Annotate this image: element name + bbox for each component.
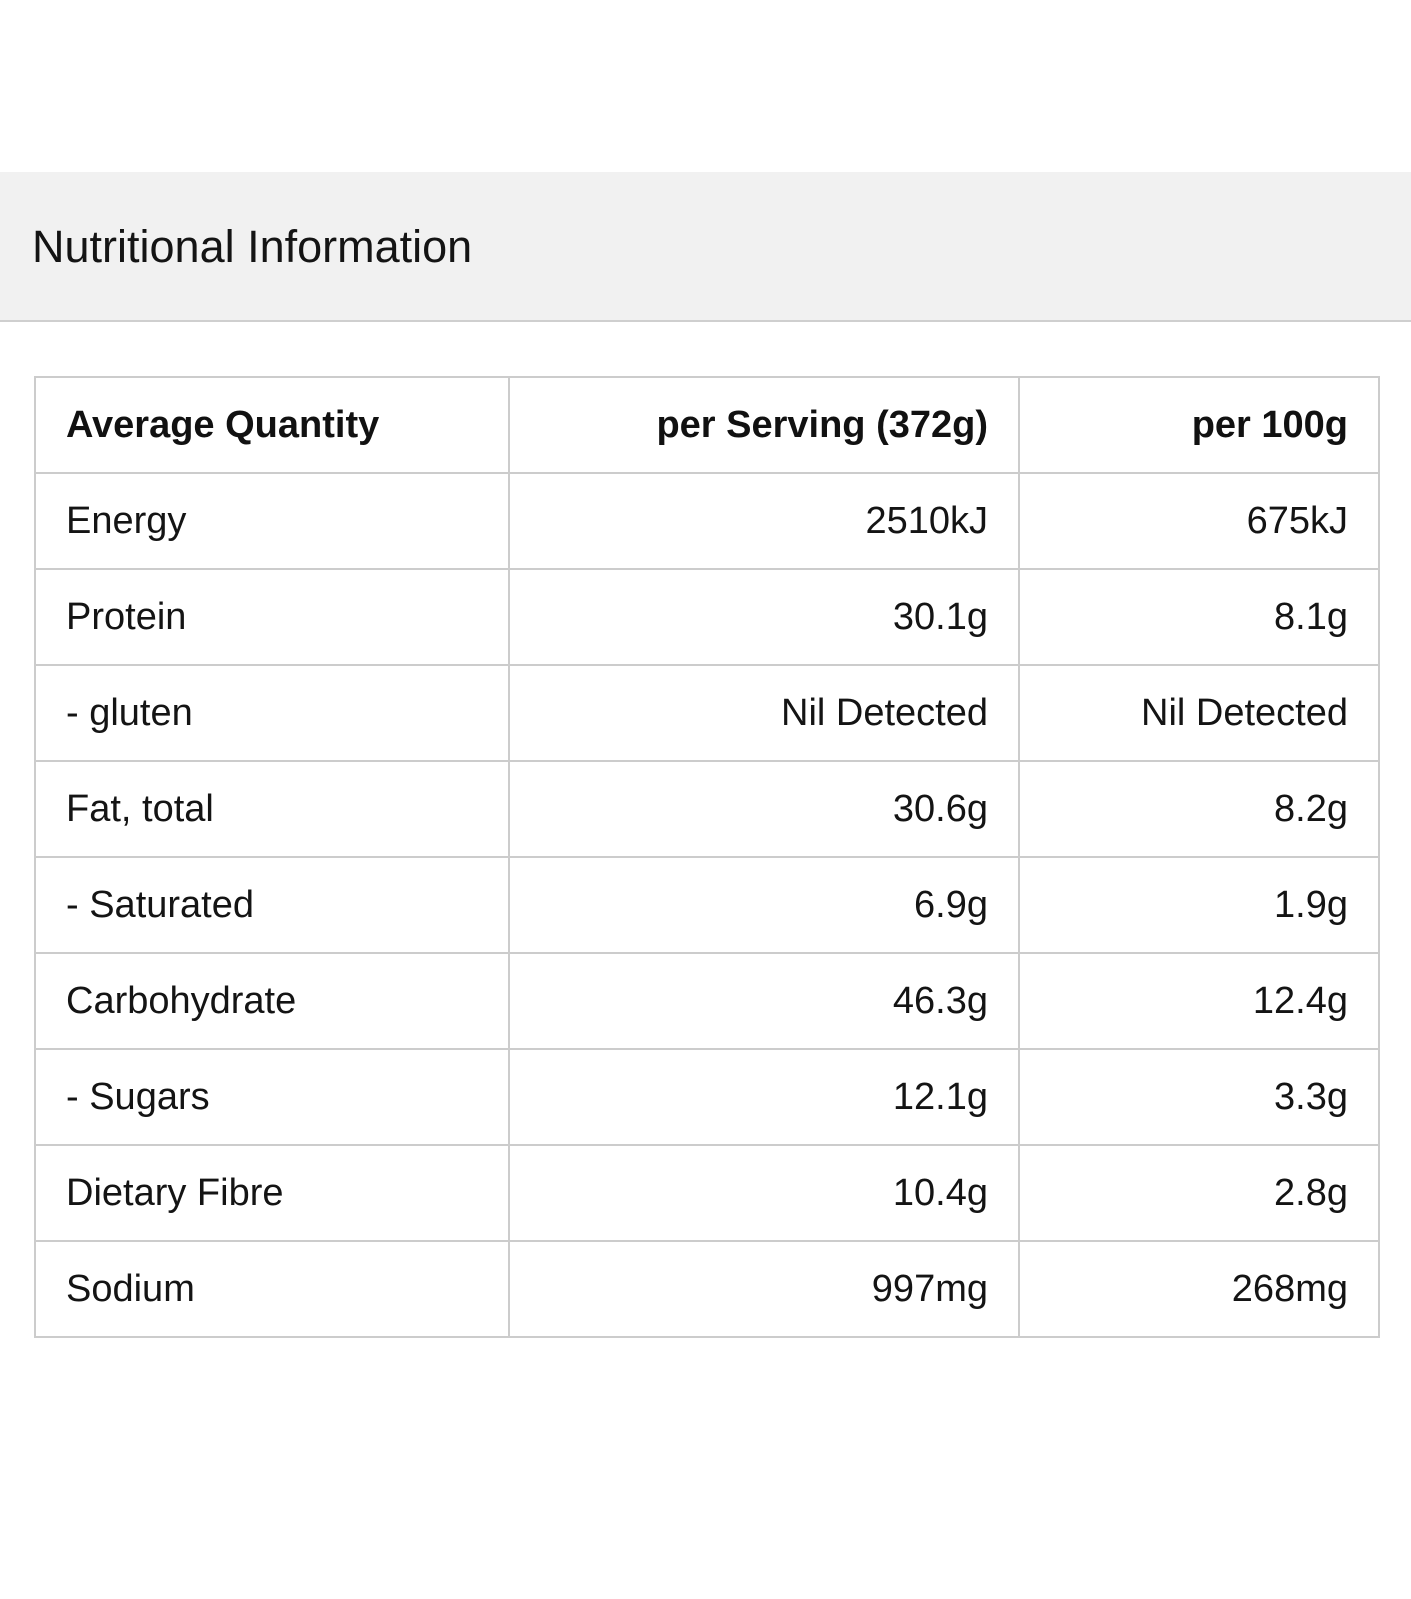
nutrient-name: - gluten: [34, 664, 510, 762]
table-row: Protein 30.1g 8.1g: [34, 568, 1380, 666]
table-row: Dietary Fibre 10.4g 2.8g: [34, 1144, 1380, 1242]
per-serving-value: 997mg: [508, 1240, 1020, 1338]
table-row: - Sugars 12.1g 3.3g: [34, 1048, 1380, 1146]
per-serving-value: 10.4g: [508, 1144, 1020, 1242]
table-row: Fat, total 30.6g 8.2g: [34, 760, 1380, 858]
header-average-quantity: Average Quantity: [34, 376, 510, 474]
nutrient-name: Dietary Fibre: [34, 1144, 510, 1242]
per-100g-value: 12.4g: [1018, 952, 1380, 1050]
nutrient-name: Energy: [34, 472, 510, 570]
per-serving-value: 46.3g: [508, 952, 1020, 1050]
per-100g-value: 2.8g: [1018, 1144, 1380, 1242]
per-serving-value: Nil Detected: [508, 664, 1020, 762]
nutrition-table: Average Quantity per Serving (372g) per …: [34, 376, 1380, 1338]
nutrient-name: Sodium: [34, 1240, 510, 1338]
table-row: - gluten Nil Detected Nil Detected: [34, 664, 1380, 762]
nutrient-name: Fat, total: [34, 760, 510, 858]
panel-title: Nutritional Information: [32, 221, 473, 272]
nutrient-name: - Saturated: [34, 856, 510, 954]
table-header-row: Average Quantity per Serving (372g) per …: [34, 376, 1380, 474]
table-row: - Saturated 6.9g 1.9g: [34, 856, 1380, 954]
panel-header: Nutritional Information: [0, 172, 1411, 322]
per-100g-value: 8.2g: [1018, 760, 1380, 858]
per-serving-value: 6.9g: [508, 856, 1020, 954]
per-100g-value: 675kJ: [1018, 472, 1380, 570]
per-100g-value: 3.3g: [1018, 1048, 1380, 1146]
per-100g-value: 268mg: [1018, 1240, 1380, 1338]
nutrient-name: - Sugars: [34, 1048, 510, 1146]
header-per-100g: per 100g: [1018, 376, 1380, 474]
per-100g-value: Nil Detected: [1018, 664, 1380, 762]
nutrient-name: Carbohydrate: [34, 952, 510, 1050]
per-serving-value: 12.1g: [508, 1048, 1020, 1146]
per-serving-value: 2510kJ: [508, 472, 1020, 570]
table-row: Sodium 997mg 268mg: [34, 1240, 1380, 1338]
per-serving-value: 30.1g: [508, 568, 1020, 666]
table-row: Carbohydrate 46.3g 12.4g: [34, 952, 1380, 1050]
per-100g-value: 1.9g: [1018, 856, 1380, 954]
per-100g-value: 8.1g: [1018, 568, 1380, 666]
table-row: Energy 2510kJ 675kJ: [34, 472, 1380, 570]
header-per-serving: per Serving (372g): [508, 376, 1020, 474]
nutrient-name: Protein: [34, 568, 510, 666]
per-serving-value: 30.6g: [508, 760, 1020, 858]
